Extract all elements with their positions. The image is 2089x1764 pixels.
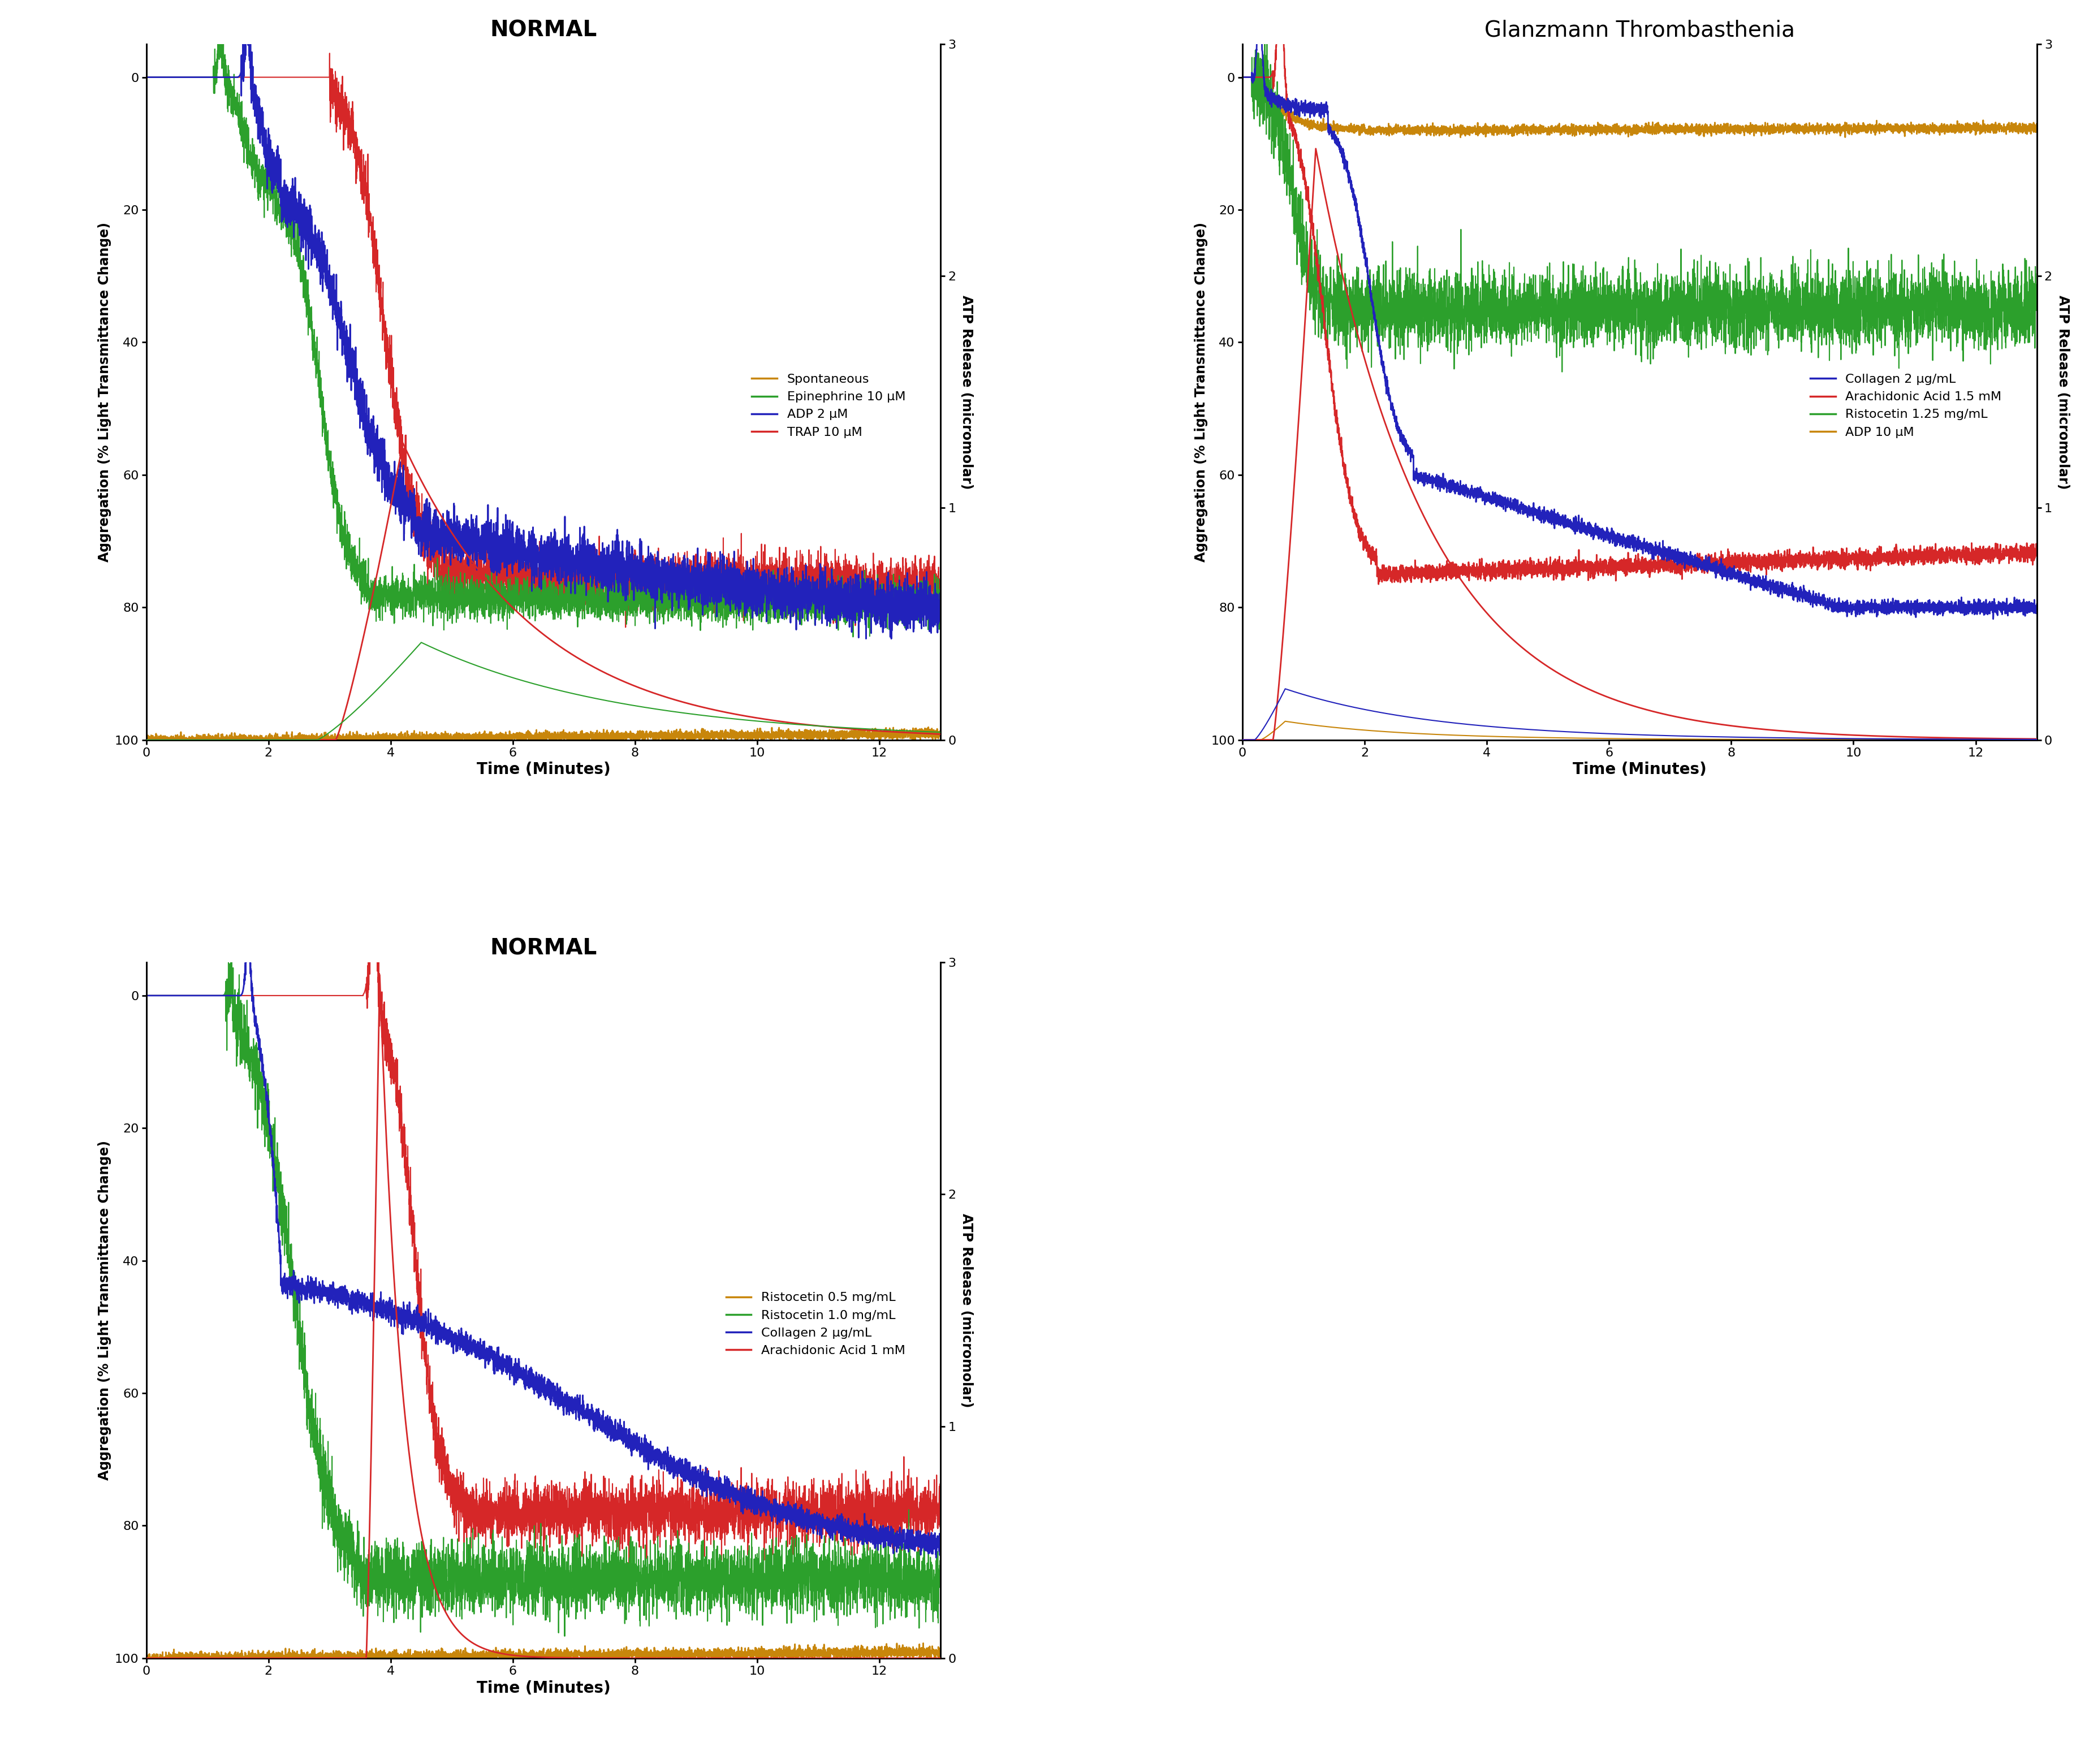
Y-axis label: ATP Release (micromolar): ATP Release (micromolar) — [959, 1214, 973, 1408]
Y-axis label: Aggregation (% Light Transmittance Change): Aggregation (% Light Transmittance Chang… — [98, 1140, 111, 1480]
Title: Glanzmann Thrombasthenia: Glanzmann Thrombasthenia — [1485, 19, 1794, 41]
Legend: Spontaneous, Epinephrine 10 μM, ADP 2 μM, TRAP 10 μM: Spontaneous, Epinephrine 10 μM, ADP 2 μM… — [746, 369, 911, 443]
Y-axis label: Aggregation (% Light Transmittance Change): Aggregation (% Light Transmittance Chang… — [98, 222, 111, 563]
Legend: Collagen 2 μg/mL, Arachidonic Acid 1.5 mM, Ristocetin 1.25 mg/mL, ADP 10 μM: Collagen 2 μg/mL, Arachidonic Acid 1.5 m… — [1805, 369, 2008, 443]
Title: NORMAL: NORMAL — [489, 938, 597, 960]
Legend: Ristocetin 0.5 mg/mL, Ristocetin 1.0 mg/mL, Collagen 2 μg/mL, Arachidonic Acid 1: Ristocetin 0.5 mg/mL, Ristocetin 1.0 mg/… — [721, 1288, 911, 1362]
Y-axis label: Aggregation (% Light Transmittance Change): Aggregation (% Light Transmittance Chang… — [1195, 222, 1207, 563]
Y-axis label: ATP Release (micromolar): ATP Release (micromolar) — [959, 295, 973, 489]
X-axis label: Time (Minutes): Time (Minutes) — [476, 762, 610, 778]
Y-axis label: ATP Release (micromolar): ATP Release (micromolar) — [2056, 295, 2070, 489]
X-axis label: Time (Minutes): Time (Minutes) — [476, 1679, 610, 1695]
Title: NORMAL: NORMAL — [489, 19, 597, 41]
X-axis label: Time (Minutes): Time (Minutes) — [1573, 762, 1707, 778]
